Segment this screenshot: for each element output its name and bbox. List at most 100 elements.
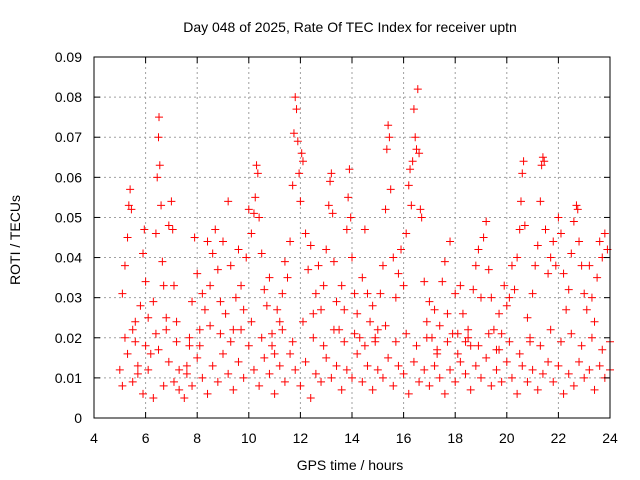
x-axis-title: GPS time / hours [297, 457, 404, 473]
data-point [118, 289, 127, 298]
data-point [366, 317, 375, 326]
data-point [298, 317, 307, 326]
data-point [389, 381, 398, 390]
data-point [131, 317, 140, 326]
data-point [126, 185, 135, 194]
data-point [128, 325, 137, 334]
y-tick-label: 0.02 [55, 330, 82, 346]
data-point [216, 297, 225, 306]
data-point [159, 381, 168, 390]
data-point [458, 309, 467, 318]
data-point [327, 373, 336, 382]
data-point [180, 393, 189, 402]
data-point [556, 229, 565, 238]
data-point [531, 261, 540, 270]
data-point [391, 293, 400, 302]
data-point [172, 337, 181, 346]
data-point [516, 197, 525, 206]
data-point [198, 289, 207, 298]
data-point [515, 349, 524, 358]
data-point [289, 129, 298, 138]
data-point [382, 145, 391, 154]
data-point [409, 357, 418, 366]
data-point [157, 201, 166, 210]
data-point [265, 369, 274, 378]
data-point [474, 245, 483, 254]
data-point [136, 301, 145, 310]
data-point [301, 229, 310, 238]
x-tick-label: 6 [142, 430, 150, 446]
data-point [469, 285, 478, 294]
data-point [358, 377, 367, 386]
data-point [544, 269, 553, 278]
data-point [278, 325, 287, 334]
y-tick-label: 0.09 [55, 49, 82, 65]
data-point [394, 361, 403, 370]
data-point [154, 133, 163, 142]
data-point [327, 169, 336, 178]
data-point [546, 253, 555, 262]
data-point [203, 237, 212, 246]
data-point [206, 281, 215, 290]
y-axis-title: ROTI / TECUs [7, 195, 23, 285]
data-point [280, 377, 289, 386]
data-point [399, 281, 408, 290]
y-tick-label: 0.06 [55, 169, 82, 185]
x-tick-label: 22 [551, 430, 567, 446]
data-point [237, 325, 246, 334]
data-point [381, 321, 390, 330]
data-point [409, 105, 418, 114]
data-point [304, 265, 313, 274]
data-point [234, 357, 243, 366]
x-tick-label: 4 [90, 430, 98, 446]
data-point [453, 329, 462, 338]
data-point [120, 261, 129, 270]
data-point [297, 149, 306, 158]
data-point [559, 389, 568, 398]
data-point [311, 289, 320, 298]
data-point [577, 341, 586, 350]
data-point [577, 261, 586, 270]
data-point [360, 225, 369, 234]
data-point [482, 353, 491, 362]
data-point [249, 365, 258, 374]
data-point [255, 213, 264, 222]
data-point [549, 377, 558, 386]
data-point [309, 309, 318, 318]
data-point [573, 205, 582, 214]
data-point [244, 341, 253, 350]
data-point [141, 341, 150, 350]
data-point [376, 289, 385, 298]
data-point [213, 265, 222, 274]
data-point [440, 389, 449, 398]
data-point [479, 233, 488, 242]
data-point [595, 361, 604, 370]
data-point [446, 237, 455, 246]
data-point [526, 333, 535, 342]
data-point [249, 209, 258, 218]
data-point [298, 157, 307, 166]
data-point [391, 337, 400, 346]
data-point [301, 357, 310, 366]
data-point [385, 133, 394, 142]
data-point [127, 205, 136, 214]
data-point [575, 237, 584, 246]
data-point [262, 301, 271, 310]
data-point [288, 181, 297, 190]
data-point [456, 357, 465, 366]
data-point [451, 377, 460, 386]
y-tick-label: 0.03 [55, 290, 82, 306]
data-point [593, 273, 602, 282]
data-point [255, 381, 264, 390]
data-point [208, 249, 217, 258]
data-point [275, 317, 284, 326]
data-point [159, 281, 168, 290]
data-point [288, 337, 297, 346]
data-point [295, 169, 304, 178]
data-point [569, 381, 578, 390]
data-point [402, 229, 411, 238]
data-point [216, 329, 225, 338]
data-point [412, 145, 421, 154]
data-point [420, 365, 429, 374]
data-point [353, 349, 362, 358]
